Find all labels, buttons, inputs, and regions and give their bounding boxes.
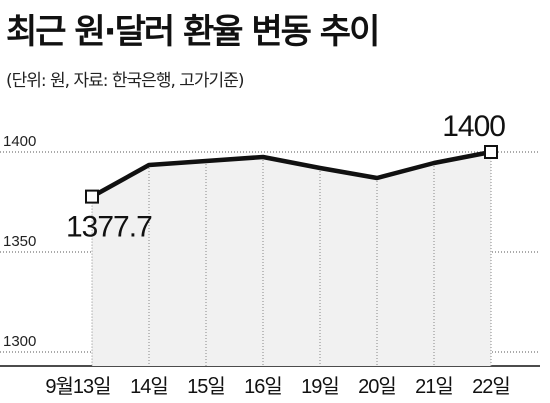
chart-subtitle: (단위: 원, 자료: 한국은행, 고가기준)	[6, 71, 244, 91]
point-marker	[85, 189, 99, 204]
x-tick-label: 20일	[358, 375, 396, 398]
x-tick-label: 14일	[130, 375, 168, 398]
point-markers	[85, 145, 498, 204]
x-tick-label: 22일	[472, 375, 510, 398]
data-label: 1377.7	[66, 211, 152, 244]
y-tick-label: 1300	[3, 333, 36, 350]
x-tick-label: 19일	[301, 375, 339, 398]
data-labels: 1377.7 1400	[66, 110, 506, 244]
data-label: 1400	[442, 110, 505, 143]
x-tick-label: 15일	[187, 375, 225, 398]
x-tick-label: 9월13일	[45, 375, 110, 398]
area-fill	[92, 152, 491, 366]
area-shape	[92, 152, 491, 366]
y-tick-label: 1400	[3, 133, 36, 150]
x-ticks	[91, 152, 492, 366]
x-axis-labels: 9월13일 14일 15일 16일 19일 20일 21일 22일	[45, 375, 510, 398]
series-line	[90, 149, 492, 199]
x-tick-label: 16일	[244, 375, 282, 398]
exchange-rate-line	[90, 149, 492, 199]
x-tick-label: 21일	[415, 375, 453, 398]
y-tick-label: 1350	[3, 233, 36, 250]
chart-title: 최근 원·달러 환율 변동 추이	[6, 12, 380, 52]
point-marker	[484, 145, 498, 159]
